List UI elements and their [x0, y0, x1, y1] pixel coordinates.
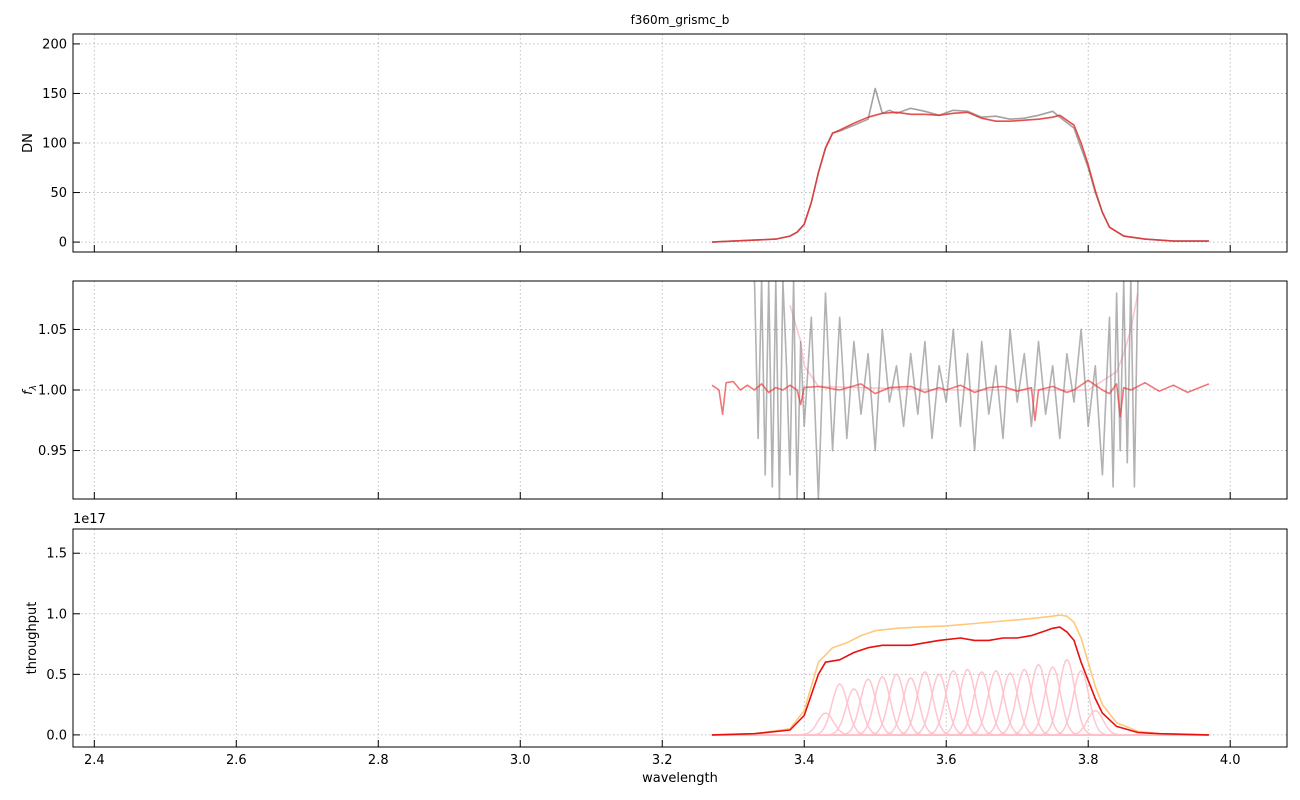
axes-frame	[72, 280, 1288, 500]
x-tick-label: 3.2	[652, 753, 673, 768]
axes-frame	[72, 528, 1288, 748]
x-tick-label: 4.0	[1220, 753, 1241, 768]
y-tick-label: 1.00	[38, 384, 67, 399]
x-axis-label: wavelength	[642, 771, 718, 786]
series-line-1	[711, 626, 1209, 736]
y-tick-label: 1.0	[46, 607, 67, 622]
component-line-17	[711, 658, 1209, 736]
x-tick-label: 2.8	[368, 753, 389, 768]
chart-title: f360m_grismc_b	[631, 13, 730, 27]
y-tick-label: 200	[42, 37, 67, 52]
panel-normalized-flux: 0.95 1.00 1.05 fλ	[21, 280, 1288, 500]
y-tick-label: 1.5	[46, 547, 67, 562]
component-line-12	[711, 669, 1209, 736]
y-tick-label: 50	[50, 186, 67, 201]
y-axis-label: fλ	[21, 385, 39, 395]
y-tick-label: 0	[59, 236, 67, 251]
x-tick-label: 2.4	[84, 753, 105, 768]
component-line-11	[711, 670, 1209, 736]
x-tick-label: 3.0	[510, 753, 531, 768]
y-tick-label: 0.95	[38, 444, 67, 459]
component-line-5	[711, 673, 1209, 736]
component-line-19	[711, 709, 1209, 736]
x-tick-label: 3.4	[794, 753, 815, 768]
y-tick-label: 100	[42, 137, 67, 152]
y-tick-label: 0.5	[46, 668, 67, 683]
series-line-1	[711, 111, 1209, 243]
component-line-3	[711, 678, 1209, 736]
component-line-15	[711, 663, 1209, 736]
series-line-0	[789, 292, 1139, 391]
component-line-14	[711, 668, 1209, 736]
y-tick-label: 0.0	[46, 728, 67, 743]
y-tick-label: 150	[42, 87, 67, 102]
series-line-0	[711, 614, 1209, 736]
component-line-7	[711, 670, 1209, 736]
y-tick-label: 1.05	[38, 323, 67, 338]
x-tick-label: 3.8	[1078, 753, 1099, 768]
component-line-6	[711, 677, 1209, 736]
panel-throughput: 2.4 2.6 2.8 3.0 3.2 3.4 3.6 3.8 4.0 0.0 0.5 1.0 1.5 t…	[25, 512, 1288, 786]
component-line-16	[711, 666, 1209, 736]
component-line-18	[711, 669, 1209, 736]
series-line-1	[753, 281, 1139, 499]
series-line-0	[711, 87, 1209, 243]
panel-counts: 0 50 100 150 200 f360m_grismc_b DN	[21, 13, 1288, 253]
component-line-10	[711, 668, 1209, 736]
component-line-4	[711, 675, 1209, 736]
offset-text: 1e17	[73, 512, 106, 527]
y-axis-label: throughput	[25, 602, 40, 675]
x-tick-label: 3.6	[936, 753, 957, 768]
y-axis-label: DN	[21, 133, 36, 153]
component-line-8	[711, 673, 1209, 736]
component-line-13	[711, 672, 1209, 736]
component-line-9	[711, 669, 1209, 736]
series-line-2	[711, 379, 1210, 422]
x-tick-label: 2.6	[226, 753, 247, 768]
